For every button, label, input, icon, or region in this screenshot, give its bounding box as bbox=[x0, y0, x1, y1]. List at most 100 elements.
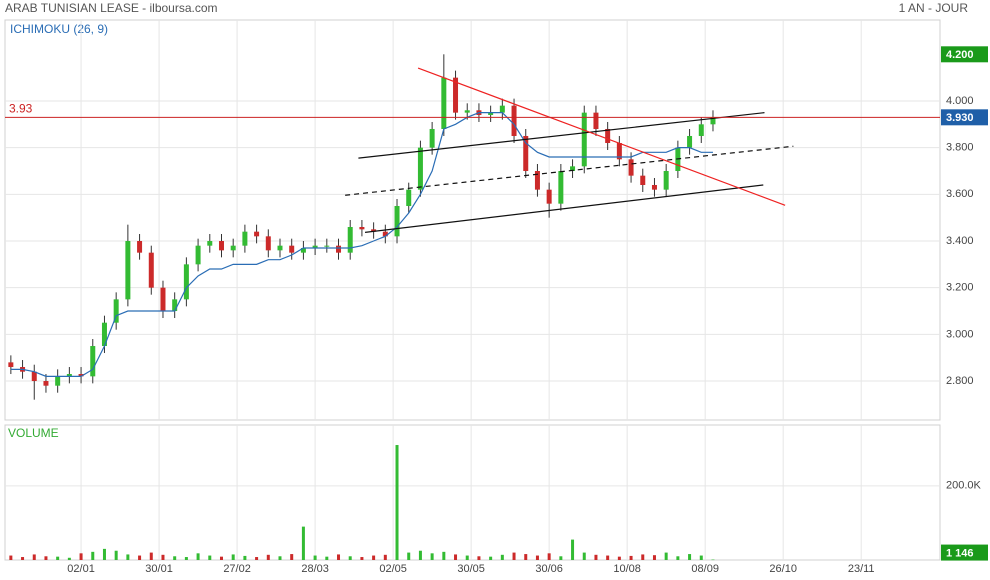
candle-body bbox=[148, 252, 154, 288]
candle-body bbox=[254, 231, 260, 237]
volume-title: VOLUME bbox=[8, 426, 59, 440]
candle-body bbox=[207, 241, 213, 246]
volume-bar bbox=[9, 555, 13, 560]
candle-body bbox=[55, 376, 61, 386]
volume-bar bbox=[676, 556, 680, 560]
candle-body bbox=[347, 227, 353, 253]
price-marker-label: 3.930 bbox=[946, 112, 974, 124]
candle-body bbox=[628, 159, 634, 176]
y-tick-label: 3.400 bbox=[946, 235, 974, 247]
volume-bar bbox=[56, 556, 60, 560]
candle-body bbox=[523, 135, 529, 171]
candle-body bbox=[511, 105, 517, 136]
volume-bar bbox=[173, 556, 177, 560]
volume-bar bbox=[102, 548, 106, 560]
volume-bar bbox=[477, 556, 481, 560]
candle-body bbox=[710, 117, 716, 125]
candle-body bbox=[90, 346, 96, 377]
candle-body bbox=[137, 241, 143, 253]
volume-bar bbox=[325, 556, 329, 560]
volume-bar bbox=[126, 554, 130, 560]
volume-bar bbox=[44, 556, 48, 560]
candle-body bbox=[593, 112, 599, 129]
volume-bar bbox=[313, 555, 317, 560]
candle-body bbox=[382, 231, 388, 237]
x-tick-label: 26/10 bbox=[769, 563, 797, 575]
candle-body bbox=[429, 128, 435, 148]
period: 1 AN - JOUR bbox=[899, 1, 969, 15]
volume-bar bbox=[219, 556, 223, 560]
candle-body bbox=[230, 245, 236, 251]
volume-bar bbox=[79, 553, 83, 560]
volume-bar bbox=[524, 554, 528, 560]
candle-body bbox=[265, 236, 271, 251]
trend-line bbox=[358, 112, 765, 159]
volume-bar bbox=[138, 555, 142, 560]
candle-body bbox=[195, 245, 201, 265]
volume-marker bbox=[941, 544, 988, 561]
candle-body bbox=[183, 264, 189, 300]
y-tick-label: 4.000 bbox=[946, 95, 974, 107]
candle-body bbox=[605, 128, 611, 143]
candle-body bbox=[43, 381, 49, 386]
x-tick-label: 27/02 bbox=[223, 563, 251, 575]
candle-body bbox=[78, 374, 84, 377]
candle-body bbox=[125, 241, 131, 300]
candle-body bbox=[534, 170, 540, 190]
candle-body bbox=[546, 189, 552, 204]
volume-bar bbox=[372, 555, 376, 560]
volume-bar bbox=[418, 550, 422, 560]
candle-body bbox=[499, 105, 505, 113]
volume-bar bbox=[91, 551, 95, 560]
volume-bar bbox=[301, 526, 305, 560]
y-tick-label: 2.800 bbox=[946, 375, 974, 387]
volume-bar bbox=[454, 554, 458, 560]
y-tick-label: 3.800 bbox=[946, 142, 974, 154]
candle-body bbox=[651, 184, 657, 190]
candle-body bbox=[172, 299, 178, 312]
volume-bar bbox=[266, 554, 270, 560]
x-tick-label: 02/01 bbox=[67, 563, 95, 575]
y-tick-label: 3.000 bbox=[946, 328, 974, 340]
volume-bar bbox=[243, 555, 247, 560]
candle-body bbox=[394, 205, 400, 237]
candle-body bbox=[441, 77, 447, 129]
volume-bar bbox=[641, 554, 645, 560]
volume-bar bbox=[489, 556, 493, 560]
volume-bar bbox=[442, 551, 446, 560]
candle-body bbox=[371, 229, 377, 232]
volume-bar bbox=[360, 557, 364, 560]
candle-body bbox=[218, 241, 224, 251]
candle-body bbox=[242, 231, 248, 246]
volume-bar bbox=[184, 557, 188, 560]
volume-marker-label: 1 146 bbox=[946, 547, 974, 559]
x-tick-label: 30/05 bbox=[457, 563, 485, 575]
volume-bar bbox=[290, 554, 294, 560]
candle-body bbox=[289, 245, 295, 253]
volume-bar bbox=[196, 553, 200, 560]
x-tick-label: 08/09 bbox=[691, 563, 719, 575]
x-tick-label: 28/03 bbox=[301, 563, 329, 575]
y-tick-label: 200.0K bbox=[946, 480, 982, 492]
volume-bar bbox=[383, 554, 387, 560]
volume-bar bbox=[67, 557, 71, 560]
volume-bar bbox=[699, 555, 703, 560]
candle-body bbox=[570, 166, 576, 171]
volume-bar bbox=[582, 552, 586, 560]
volume-bar bbox=[208, 555, 212, 560]
volume-bar bbox=[594, 554, 598, 560]
candle-body bbox=[101, 322, 107, 347]
price-marker bbox=[941, 109, 988, 126]
x-tick-label: 02/05 bbox=[379, 563, 407, 575]
volume-bar bbox=[512, 552, 516, 560]
indicator-label: ICHIMOKU (26, 9) bbox=[10, 22, 108, 36]
candle-body bbox=[558, 170, 564, 204]
candle-body bbox=[698, 124, 704, 136]
candle-body bbox=[417, 147, 423, 190]
reference-label: 3.93 bbox=[9, 101, 33, 115]
candle-body bbox=[300, 248, 306, 253]
candle-body bbox=[113, 299, 119, 323]
volume-bar bbox=[32, 554, 36, 560]
x-tick-label: 30/06 bbox=[535, 563, 563, 575]
